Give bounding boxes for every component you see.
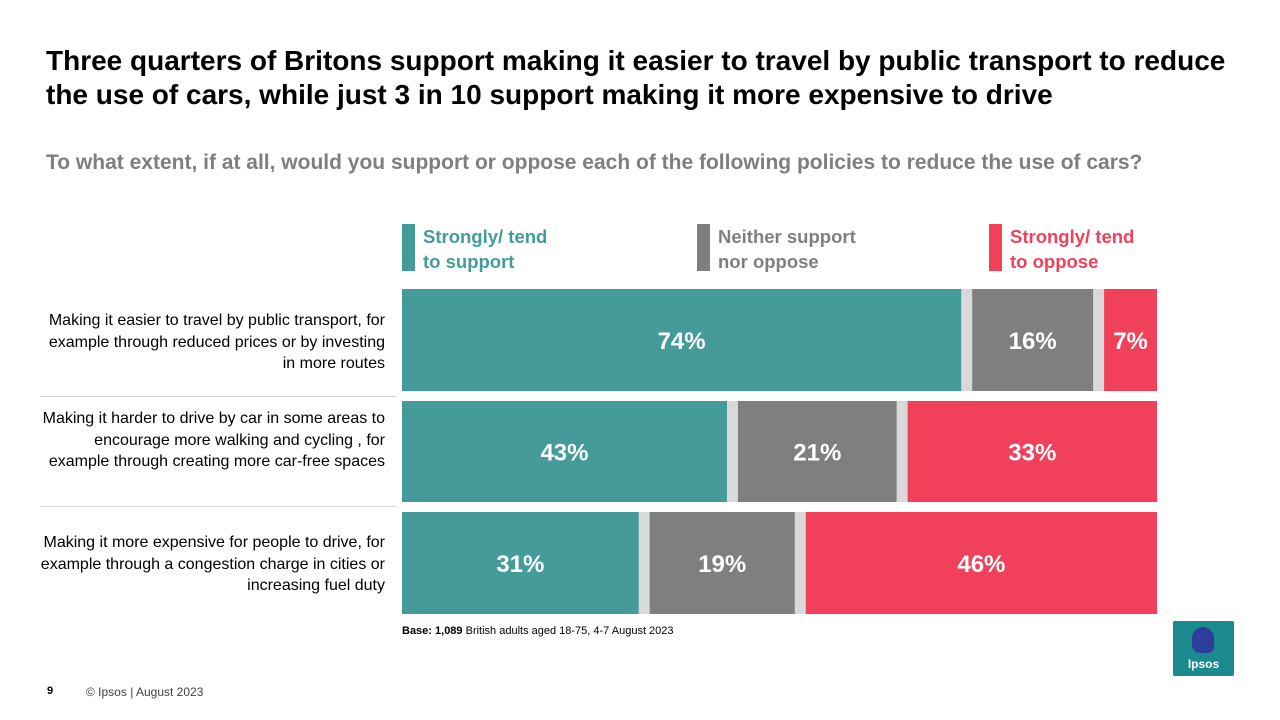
- ipsos-logo: Ipsos: [1173, 621, 1234, 676]
- bar-segment-oppose-row-3: [805, 512, 1157, 614]
- bar-value-label-oppose-row-1: 7%: [1113, 328, 1148, 355]
- logo-head-icon: [1192, 627, 1214, 653]
- row-divider: [40, 506, 397, 507]
- bar-value-label-neither-row-3: 19%: [698, 551, 746, 578]
- bar-value-label-neither-row-1: 16%: [1009, 328, 1057, 355]
- bar-segment-neither-row-3: [649, 512, 795, 614]
- bar-value-label-oppose-row-3: 46%: [957, 551, 1005, 578]
- bar-segment-support-row-1: [402, 289, 962, 391]
- legend-swatch-oppose: [989, 224, 1002, 271]
- legend-swatch-support: [402, 224, 415, 271]
- bar-value-label-neither-row-2: 21%: [793, 440, 841, 467]
- row-divider: [40, 396, 397, 397]
- copyright-footer: © Ipsos | August 2023: [86, 685, 204, 699]
- legend-label-support: Strongly/ tend to support: [423, 226, 548, 272]
- bar-segment-support-row-3: [402, 512, 639, 614]
- legend-swatch-neither: [697, 224, 710, 271]
- question-subtitle: To what extent, if at all, would you sup…: [46, 151, 1143, 174]
- bar-segment-neither-row-1: [972, 289, 1094, 391]
- row-label-more-expensive: Making it more expensive for people to d…: [40, 534, 385, 594]
- bar-value-label-oppose-row-2: 33%: [1008, 440, 1056, 467]
- bar-segment-oppose-row-1: [1104, 289, 1157, 391]
- base-note: Base: 1,089 British adults aged 18-75, 4…: [402, 625, 674, 637]
- row-label-harder-to-drive: Making it harder to drive by car in some…: [42, 410, 385, 470]
- legend-label-oppose: Strongly/ tend to oppose: [1010, 226, 1135, 272]
- bar-value-label-support-row-1: 74%: [658, 328, 706, 355]
- bar-value-label-support-row-3: 31%: [496, 551, 544, 578]
- legend-label-neither: Neither support nor oppose: [718, 226, 856, 272]
- page-number: 9: [47, 685, 54, 697]
- bar-segment-neither-row-2: [737, 401, 897, 502]
- row-label-public-transport: Making it easier to travel by public tra…: [48, 312, 385, 372]
- bar-value-label-support-row-2: 43%: [540, 440, 588, 467]
- bar-segment-oppose-row-2: [907, 401, 1157, 502]
- bar-segment-support-row-2: [402, 401, 727, 502]
- page-title: Three quarters of Britons support making…: [46, 45, 1226, 110]
